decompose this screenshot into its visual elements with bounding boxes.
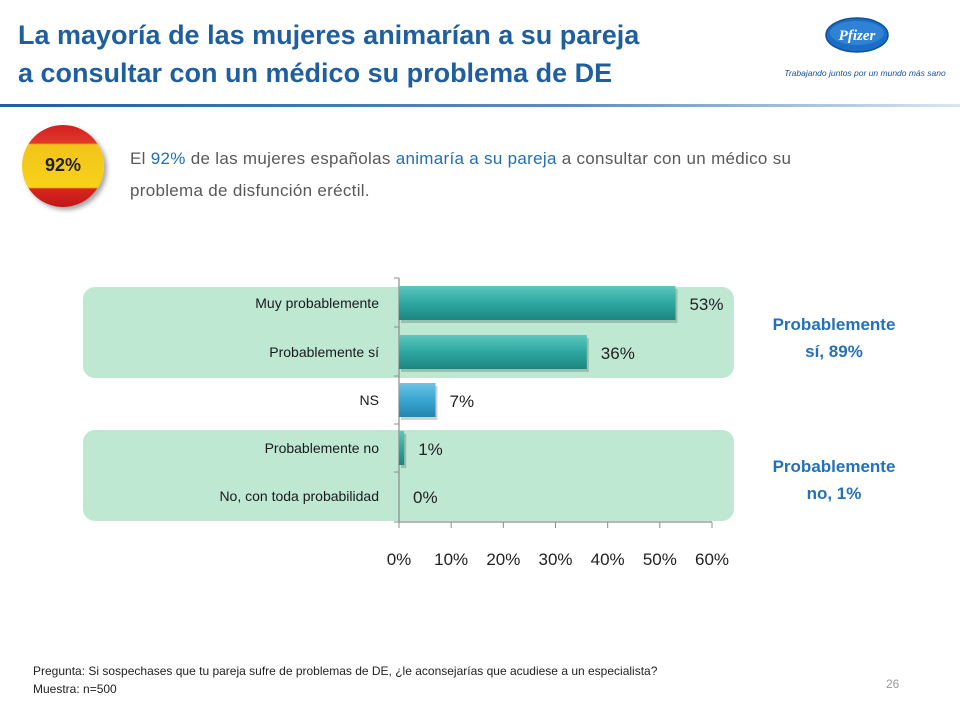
pfizer-logo: Pfizer Trabajando juntos por un mundo má… [780, 16, 950, 78]
category-label: NS [360, 392, 379, 408]
footnote-sample: Muestra: n=500 [33, 682, 117, 696]
title-line-1: La mayoría de las mujeres animarían a su… [18, 20, 640, 50]
bar-value-label: 36% [601, 344, 635, 363]
group-label-probably-yes: Probablemente sí, 89% [734, 311, 934, 365]
intro-part-1: El [130, 149, 151, 168]
bar-chart: 0% 10% 20% 30% 40% 50% 60% Muy probablemente Pr… [83, 277, 734, 569]
bar-3 [399, 431, 405, 465]
page-title: La mayoría de las mujeres animarían a su… [18, 16, 778, 92]
bar-0 [399, 286, 676, 320]
x-tick-label: 60% [695, 550, 729, 569]
x-tick-label: 10% [434, 550, 468, 569]
group-no-line-1: Probablemente [772, 457, 896, 476]
pfizer-tagline: Trabajando juntos por un mundo más sano [784, 68, 946, 78]
category-label: Probablemente sí [269, 344, 379, 360]
spain-flag-badge: 92% [22, 125, 104, 207]
bar-value-label: 1% [418, 440, 443, 459]
x-tick-label: 0% [387, 550, 412, 569]
category-label: Probablemente no [265, 440, 380, 456]
x-tick-label: 40% [591, 550, 625, 569]
group-no-line-2: no, 1% [806, 484, 862, 503]
group-yes-line-2: sí, 89% [805, 342, 863, 361]
category-label: Muy probablemente [255, 295, 379, 311]
intro-part-3: de las mujeres españolas [185, 149, 396, 168]
intro-highlight-phrase: animaría a su pareja [395, 149, 557, 168]
group-yes-line-1: Probablemente [772, 315, 896, 334]
bar-value-label: 53% [689, 295, 723, 314]
footnote-question: Pregunta: Si sospechases que tu pareja s… [33, 664, 658, 678]
page-number: 26 [886, 677, 900, 691]
intro-part-5: a consultar con un médico su problema de… [130, 149, 792, 200]
bar-1 [399, 335, 587, 369]
pfizer-logo-icon: Pfizer [825, 17, 889, 53]
x-tick-label: 30% [538, 550, 572, 569]
title-line-2: a consultar con un médico su problema de… [18, 58, 613, 88]
title-divider [0, 104, 960, 107]
group-background-1 [83, 430, 734, 521]
x-tick-label: 50% [643, 550, 677, 569]
intro-highlight-percent: 92% [150, 149, 186, 168]
bar-2 [399, 383, 436, 417]
badge-value: 92% [44, 155, 82, 175]
x-tick-label: 20% [486, 550, 520, 569]
pfizer-logo-text: Pfizer [839, 28, 876, 44]
footnote: Pregunta: Si sospechases que tu pareja s… [33, 662, 657, 698]
intro-text: El 92% de las mujeres españolas animaría… [130, 143, 850, 207]
bar-value-label: 7% [450, 392, 475, 411]
bar-value-label: 0% [413, 488, 438, 507]
group-label-probably-no: Probablemente no, 1% [734, 453, 934, 507]
category-label: No, con toda probabilidad [219, 488, 379, 504]
